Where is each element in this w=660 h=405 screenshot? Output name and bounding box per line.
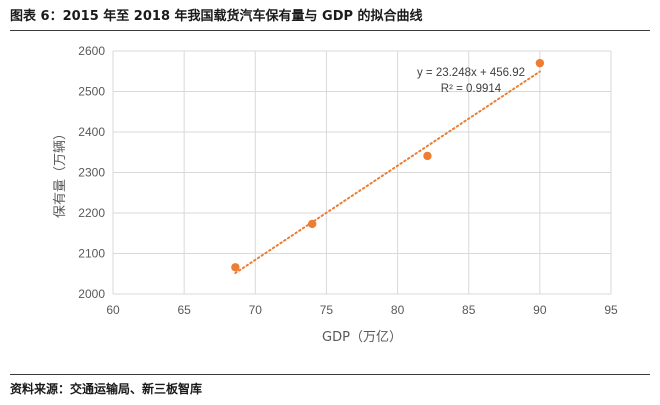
top-rule <box>10 30 650 31</box>
x-tick-label: 65 <box>177 303 191 317</box>
y-tick-label: 2200 <box>78 206 105 220</box>
r-squared-label: R² = 0.9914 <box>441 83 502 95</box>
data-point <box>231 263 240 272</box>
x-tick-labels: 60 65 70 75 80 85 90 95 <box>106 303 618 317</box>
x-tick-label: 70 <box>249 303 263 317</box>
y-tick-labels: 2000 2100 2200 2300 2400 2500 2600 <box>78 44 105 301</box>
data-point <box>308 219 317 229</box>
y-tick-label: 2400 <box>78 125 105 139</box>
gridlines <box>112 50 612 295</box>
data-point <box>423 151 432 161</box>
trendline <box>234 70 541 275</box>
y-tick-label: 2500 <box>78 85 105 99</box>
source-note: 资料来源：交通运输局、新三板智库 <box>10 382 203 396</box>
y-tick-label: 2300 <box>78 166 105 180</box>
x-tick-label: 95 <box>604 303 618 317</box>
x-tick-label: 75 <box>320 303 334 317</box>
x-tick-label: 90 <box>533 303 547 317</box>
bottom-rule <box>10 374 650 375</box>
y-tick-label: 2100 <box>78 247 105 261</box>
data-point <box>535 58 545 68</box>
figure-title: 图表 6：2015 年至 2018 年我国载货汽车保有量与 GDP 的拟合曲线 <box>10 9 423 24</box>
x-tick-label: 80 <box>391 303 405 317</box>
x-tick-label: 85 <box>462 303 476 317</box>
x-tick-label: 60 <box>106 303 120 317</box>
y-tick-label: 2000 <box>78 287 105 301</box>
y-tick-label: 2600 <box>78 44 105 58</box>
x-axis-title: GDP（万亿） <box>322 330 402 345</box>
trendline-equation: y = 23.248x + 456.92 <box>417 67 525 79</box>
y-axis-title: 保有量（万辆） <box>53 127 68 218</box>
data-points <box>231 58 545 272</box>
